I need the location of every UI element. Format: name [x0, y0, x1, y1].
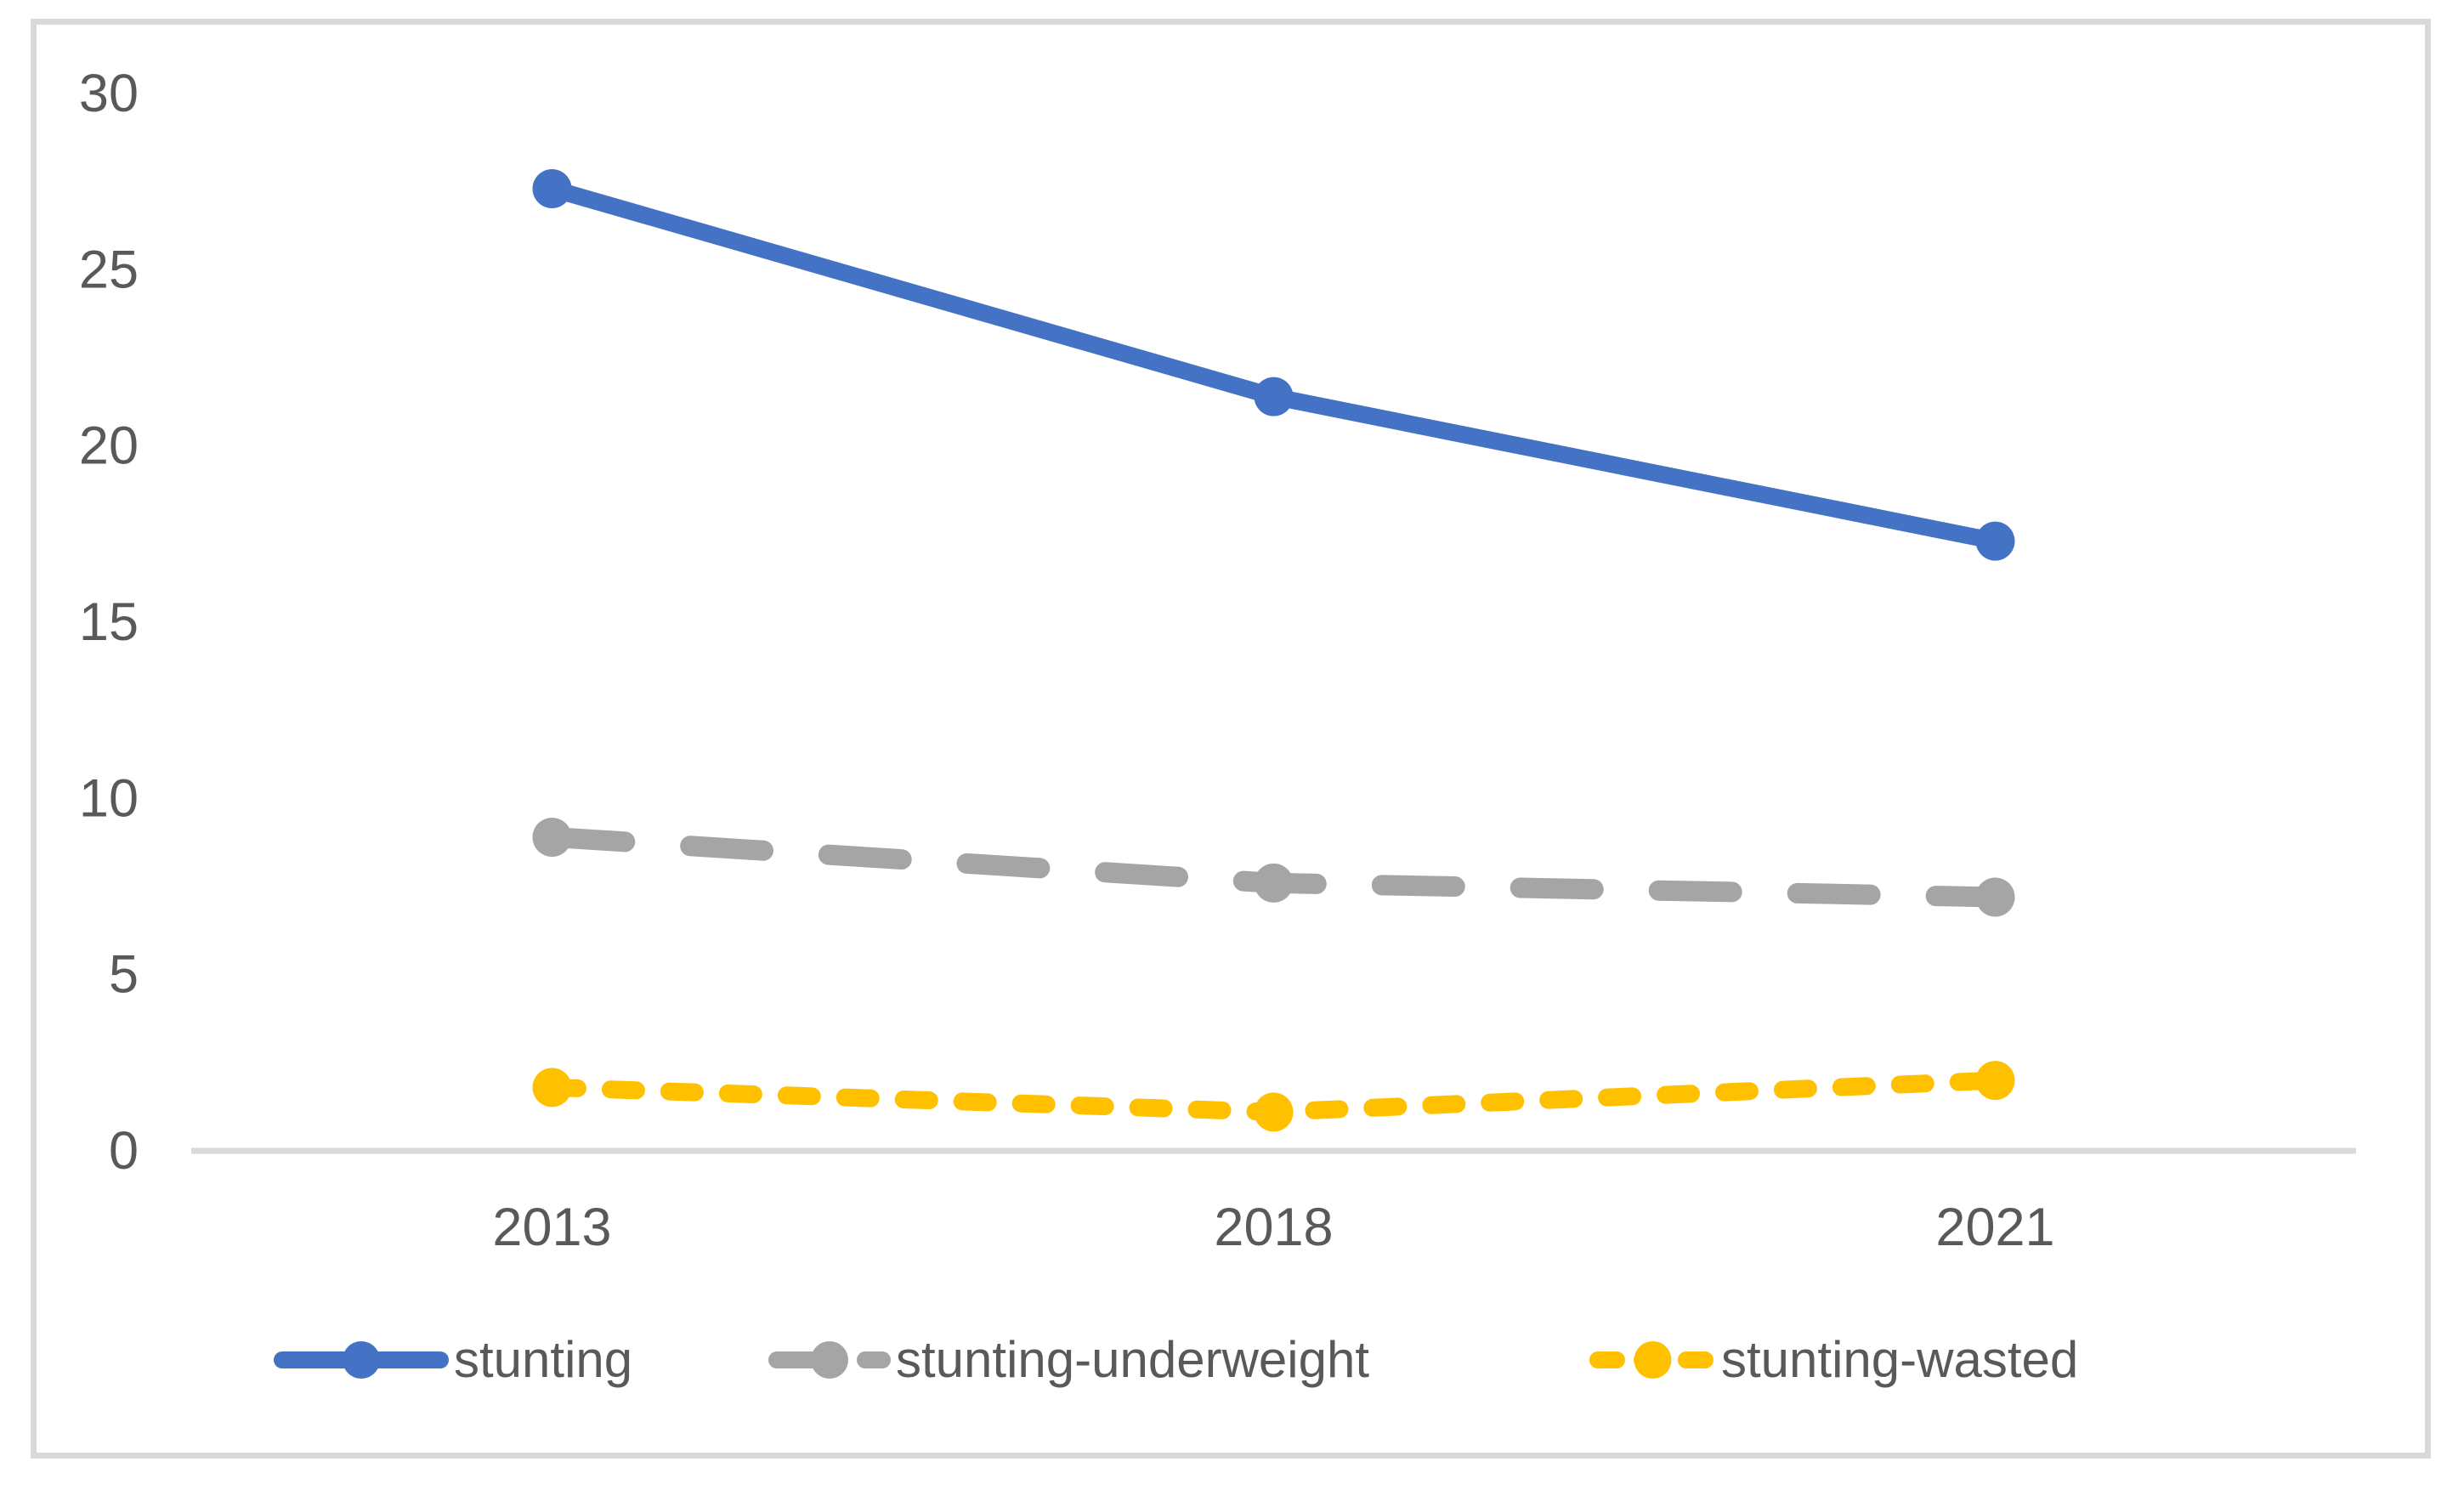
data-point-marker-stunting — [532, 168, 572, 208]
data-point-marker-stunting-wasted — [1254, 1092, 1294, 1132]
y-axis-tick-label: 5 — [109, 945, 139, 1005]
data-point-marker-stunting-underweight — [1254, 863, 1294, 903]
x-axis-tick-label: 2013 — [492, 1198, 611, 1257]
y-axis-tick-label: 15 — [79, 592, 139, 652]
y-axis-tick-label: 30 — [79, 64, 139, 123]
y-axis-tick-label: 10 — [79, 768, 139, 828]
data-point-marker-stunting-underweight — [532, 817, 572, 857]
chart-frame — [31, 19, 2431, 1459]
data-point-marker-stunting-wasted — [532, 1068, 572, 1108]
y-axis-tick-label: 0 — [109, 1121, 139, 1181]
y-axis-tick-label: 20 — [79, 416, 139, 476]
y-axis-tick-label: 25 — [79, 240, 139, 299]
x-axis-tick-label: 2021 — [1935, 1198, 2054, 1257]
data-point-marker-stunting — [1254, 377, 1294, 416]
data-point-marker-stunting — [1975, 521, 2015, 561]
data-point-marker-stunting-underweight — [1975, 877, 2015, 917]
data-point-marker-stunting-wasted — [1975, 1061, 2015, 1101]
x-axis-tick-label: 2018 — [1214, 1198, 1333, 1257]
series-line-stunting — [543, 179, 2004, 550]
